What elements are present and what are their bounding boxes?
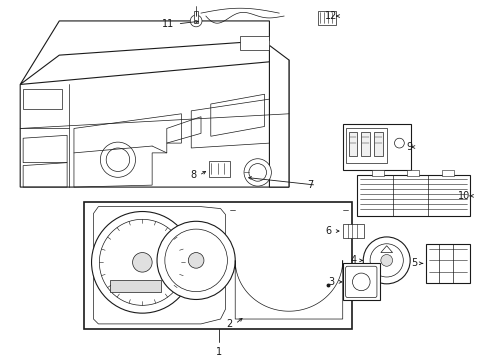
Circle shape [164,229,227,292]
Text: 1: 1 [215,347,221,357]
Circle shape [352,273,369,291]
Polygon shape [20,60,288,187]
Bar [342,263,379,301]
Bar [83,202,352,329]
Bar [425,244,469,283]
Bar [342,123,410,171]
Polygon shape [20,21,269,85]
Circle shape [157,221,235,300]
Text: 8: 8 [190,170,196,180]
Bar [208,161,230,177]
Circle shape [380,255,392,266]
Bar [318,11,335,25]
Bar [342,224,364,238]
Text: 9: 9 [405,142,411,152]
Text: 5: 5 [410,258,416,268]
Bar [348,132,357,156]
Circle shape [244,159,271,186]
Circle shape [188,253,203,268]
Circle shape [132,253,152,272]
Text: 3: 3 [328,277,334,287]
Bar [194,11,198,23]
FancyBboxPatch shape [345,266,376,297]
Bar [110,280,161,292]
Bar [357,175,469,216]
Text: 11: 11 [162,19,174,29]
Text: 6: 6 [325,226,331,236]
Circle shape [394,138,404,148]
Text: 4: 4 [349,255,356,265]
Bar [23,89,62,109]
Bar [373,132,382,156]
Text: 7: 7 [306,180,313,190]
Polygon shape [235,260,342,319]
Bar [361,132,369,156]
Circle shape [190,15,202,27]
Circle shape [100,142,135,177]
Bar [407,171,418,176]
Bar [442,171,453,176]
Text: 12: 12 [324,11,336,21]
Text: 2: 2 [225,319,232,329]
Text: 10: 10 [457,191,469,201]
Bar [240,36,269,50]
Circle shape [106,148,129,171]
Circle shape [99,219,185,305]
Bar [371,171,383,176]
Bar [345,129,386,163]
Polygon shape [269,45,288,187]
Polygon shape [93,207,225,324]
Circle shape [363,237,409,284]
Circle shape [91,212,193,313]
Circle shape [369,244,403,277]
Polygon shape [380,246,392,253]
Circle shape [248,164,266,181]
